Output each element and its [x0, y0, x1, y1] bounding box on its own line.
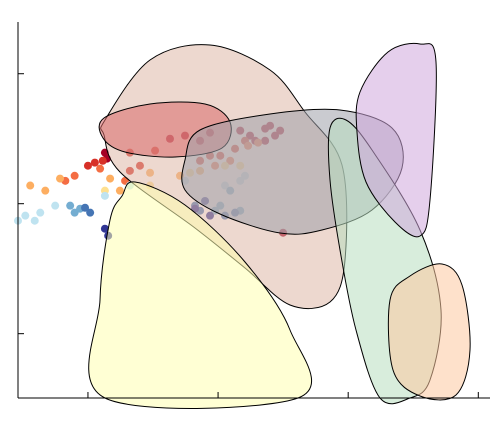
point	[96, 164, 105, 173]
point	[115, 186, 124, 195]
point	[26, 181, 35, 190]
point	[21, 211, 30, 220]
region	[355, 42, 437, 238]
region	[88, 181, 312, 409]
point	[81, 203, 90, 212]
point	[86, 208, 95, 217]
point	[66, 201, 75, 210]
region	[387, 263, 471, 401]
point	[36, 208, 45, 217]
point	[106, 174, 115, 183]
point	[98, 156, 107, 165]
point	[41, 186, 50, 195]
point	[56, 174, 65, 183]
point	[51, 201, 60, 210]
point	[83, 161, 92, 170]
point	[70, 171, 79, 180]
point	[100, 224, 109, 233]
point	[100, 191, 109, 200]
point	[90, 158, 99, 167]
regions	[88, 42, 471, 409]
point	[30, 216, 39, 225]
